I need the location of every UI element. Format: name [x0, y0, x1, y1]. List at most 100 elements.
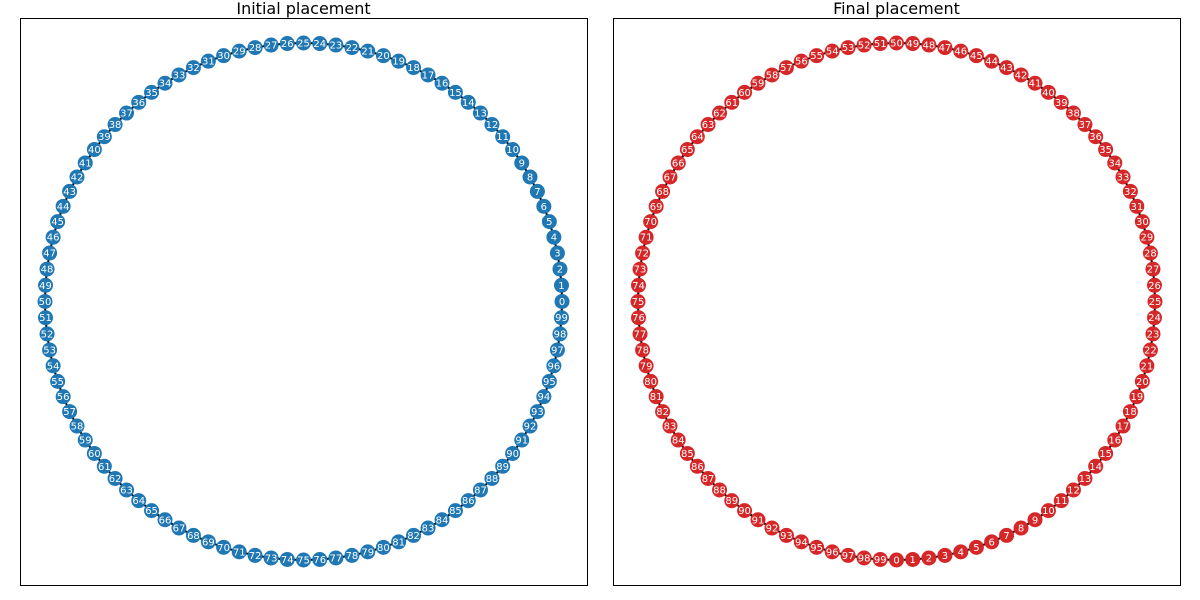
node-label: 40	[1042, 88, 1055, 99]
graph-node	[750, 512, 766, 528]
node-label: 71	[233, 547, 246, 558]
node-label: 24	[1148, 313, 1161, 324]
node-label: 82	[407, 531, 420, 542]
graph-node	[420, 67, 436, 83]
node-label: 63	[120, 485, 133, 496]
node-label: 2	[557, 265, 563, 276]
graph-node	[1053, 94, 1069, 110]
node-label: 86	[691, 462, 704, 473]
graph-node	[144, 503, 160, 519]
graph-node	[536, 198, 552, 214]
final-graph: 0 1 2 3 4 56789101112131415161718192021222324…	[630, 35, 1163, 568]
node-label: 54	[47, 361, 60, 372]
graph-node	[38, 277, 54, 293]
node-label: 58	[71, 422, 84, 433]
node-label: 72	[249, 551, 262, 562]
graph-node	[1088, 129, 1104, 145]
graph-node	[712, 482, 728, 498]
node-label: 19	[1130, 392, 1143, 403]
node-label: 53	[842, 43, 855, 54]
node-label: 68	[656, 187, 669, 198]
graph-node	[1107, 155, 1123, 171]
node-label: 60	[88, 449, 101, 460]
graph-node	[840, 40, 856, 56]
graph-node	[905, 551, 921, 567]
graph-node	[200, 53, 216, 69]
initial-graph: 0123456789101112131415161718192021222324…	[37, 35, 570, 568]
node-label: 53	[43, 345, 56, 356]
graph-node	[889, 552, 904, 568]
graph-node	[45, 229, 61, 245]
node-label: 4	[958, 547, 964, 558]
graph-node	[460, 493, 476, 509]
node-label: 81	[392, 537, 405, 548]
node-label: 54	[826, 47, 839, 58]
node-label: 92	[766, 524, 779, 535]
node-label: 22	[1144, 345, 1157, 356]
graph-node	[42, 245, 58, 261]
graph-node	[700, 117, 716, 133]
graph-node	[263, 37, 279, 53]
graph-node	[472, 105, 488, 121]
node-label: 28	[249, 43, 262, 54]
graph-node	[953, 544, 969, 560]
graph-node	[1145, 261, 1161, 277]
node-label: 90	[506, 449, 519, 460]
graph-node	[872, 551, 888, 567]
graph-node	[1134, 373, 1150, 389]
node-label: 75	[632, 297, 645, 308]
node-label: 62	[109, 474, 122, 485]
node-label: 56	[795, 57, 808, 68]
node-label: 89	[496, 462, 509, 473]
node-label: 18	[1124, 407, 1137, 418]
graph-node	[472, 482, 488, 498]
graph-node	[724, 493, 740, 509]
graph-node	[536, 389, 552, 405]
node-label: 12	[486, 120, 499, 131]
graph-node	[1077, 117, 1093, 133]
node-label: 98	[554, 329, 567, 340]
graph-node	[856, 550, 872, 566]
node-label: 86	[462, 496, 475, 507]
graph-node	[375, 539, 391, 555]
graph-node	[631, 277, 647, 293]
node-label: 59	[752, 79, 765, 90]
graph-node	[1098, 142, 1114, 158]
node-label: 35	[145, 88, 158, 99]
node-label: 69	[202, 537, 215, 548]
node-label: 29	[233, 47, 246, 58]
graph-node	[296, 552, 311, 568]
node-label: 91	[752, 515, 765, 526]
panel-title-initial: Initial placement	[236, 0, 371, 18]
node-label: 33	[173, 70, 186, 81]
graph-node	[131, 493, 147, 509]
node-label: 71	[640, 233, 653, 244]
node-label: 41	[79, 158, 92, 169]
node-label: 83	[664, 422, 677, 433]
graph-node	[689, 129, 705, 145]
node-label: 25	[297, 39, 310, 50]
graph-node	[185, 60, 201, 76]
graph-node	[279, 551, 295, 567]
graph-node	[750, 75, 766, 91]
graph-node	[420, 520, 436, 536]
graph-node	[1139, 358, 1155, 374]
node-label: 32	[1124, 187, 1137, 198]
graph-node	[96, 129, 112, 145]
node-label: 15	[449, 88, 462, 99]
graph-node	[541, 373, 557, 389]
node-label: 59	[79, 436, 92, 447]
node-label: 83	[422, 524, 435, 535]
graph-node	[1146, 277, 1162, 293]
graph-node	[495, 458, 511, 474]
graph-node	[77, 432, 93, 448]
node-label: 10	[1042, 506, 1055, 517]
graph-node	[406, 60, 422, 76]
graph-node	[50, 373, 66, 389]
node-label: 58	[766, 70, 779, 81]
graph-node	[648, 389, 664, 405]
node-label: 80	[377, 543, 390, 554]
node-label: 85	[681, 449, 694, 460]
node-label: 9	[1032, 515, 1038, 526]
